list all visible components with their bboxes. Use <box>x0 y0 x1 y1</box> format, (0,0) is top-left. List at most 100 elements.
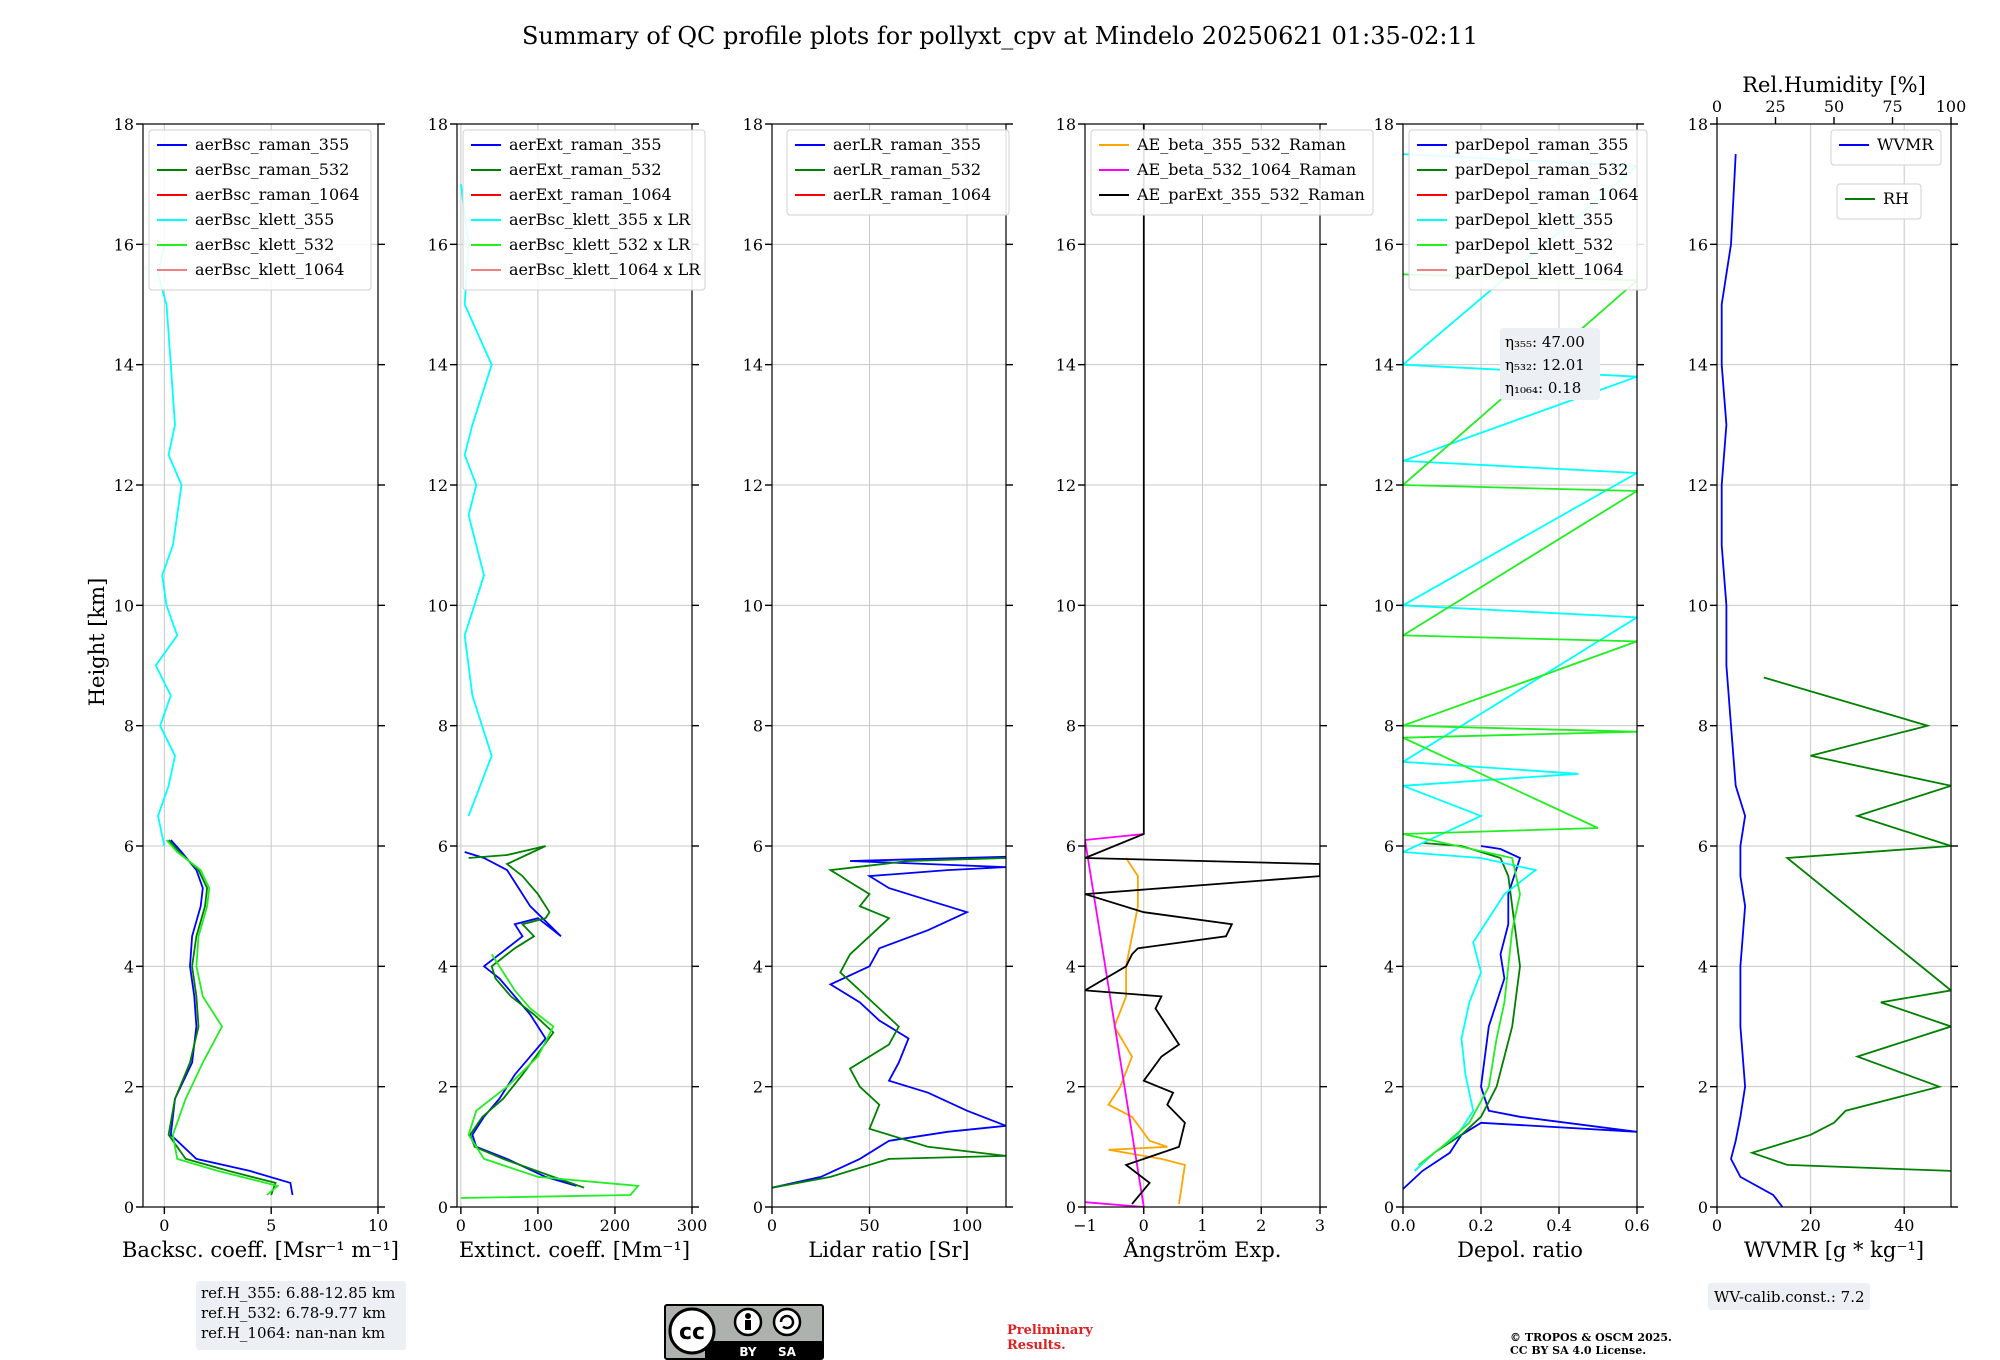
series-group <box>154 244 294 1196</box>
series-aerbsc-klett-532-x-lr <box>460 953 640 1199</box>
legend: parDepol_raman_355 parDepol_raman_532 parD… <box>1408 129 1648 291</box>
ref-heights-box: ref.H_355: 6.88-12.85 km ref.H_532: 6.78… <box>196 1281 406 1350</box>
x-tick-label: 0 <box>159 1216 169 1235</box>
legend-entry: aerBsc_klett_1064 <box>195 260 344 279</box>
series-aerlr-raman-355 <box>772 855 1006 1189</box>
series-group <box>460 184 640 1199</box>
y-tick-label: 18 <box>743 115 763 134</box>
y-tick-label: 4 <box>1384 957 1394 976</box>
y-tick-label: 8 <box>1384 717 1394 736</box>
preliminary-line-1: Preliminary <box>1007 1323 1093 1338</box>
y-tick-label: 8 <box>1066 717 1076 736</box>
legend-entry: aerLR_raman_532 <box>833 160 981 179</box>
x-tick-label: 0.2 <box>1468 1216 1493 1235</box>
y-axis-label: Height [km] <box>85 578 109 707</box>
y-tick-label: 2 <box>1698 1078 1708 1097</box>
legend-entry: AE_beta_355_532_Raman <box>1136 135 1346 154</box>
wv-calib-text: WV-calib.const.: 7.2 <box>1714 1288 1865 1306</box>
panel-2: 0 2 4 6 8 10 12 14 16 18 0 100 200 300 Extinct. coeff.… <box>428 115 708 1262</box>
y-tick-label: 18 <box>114 115 134 134</box>
series-group <box>1720 154 1951 1207</box>
y-tick-label: 10 <box>1056 596 1076 615</box>
series-ae-beta-355-532-raman <box>1107 857 1186 1205</box>
legend-entry: AE_beta_532_1064_Raman <box>1136 160 1356 179</box>
x-axis-label: Backsc. coeff. [Msr⁻¹ m⁻¹] <box>122 1238 399 1262</box>
y-tick-label: 18 <box>1688 115 1708 134</box>
y-tick-label: 12 <box>1056 476 1076 495</box>
y-tick-label: 12 <box>1374 476 1394 495</box>
y-tick-label: 6 <box>1698 837 1708 856</box>
series-pardepol-raman-355 <box>1403 845 1637 1190</box>
y-tick-label: 4 <box>1066 957 1076 976</box>
y-tick-label: 4 <box>1698 957 1708 976</box>
series-pardepol-klett-355 <box>1403 153 1637 1172</box>
y-tick-label: 14 <box>114 356 134 375</box>
x-tick-label: 20 <box>1800 1216 1820 1235</box>
y-tick-label: 6 <box>753 837 763 856</box>
series-rh <box>1749 676 1951 1172</box>
y-tick-label: 8 <box>438 717 448 736</box>
top-tick-label: 25 <box>1765 97 1785 116</box>
legend-entry: parDepol_klett_1064 <box>1455 260 1624 279</box>
legend: WVMR <box>1830 129 1942 166</box>
x-tick-label: 0 <box>767 1216 777 1235</box>
x-tick-label: 0.4 <box>1546 1216 1571 1235</box>
y-tick-label: 14 <box>1374 356 1394 375</box>
legend: aerBsc_raman_355 aerBsc_raman_532 aerBsc_r… <box>148 129 372 291</box>
x-tick-label: 100 <box>952 1216 983 1235</box>
panel-1: 0 2 4 6 8 10 12 14 16 18 0 5 10 Backsc. coeff. [Msr⁻¹… <box>114 115 399 1262</box>
x-tick-label: 40 <box>1894 1216 1914 1235</box>
y-tick-label: 18 <box>1374 115 1394 134</box>
x-tick-label: 0.6 <box>1624 1216 1649 1235</box>
legend-entry: aerBsc_klett_1064 x LR <box>509 260 701 279</box>
y-tick-label: 16 <box>743 235 763 254</box>
legend: RH <box>1836 183 1922 220</box>
x-tick-label: 1 <box>1197 1216 1207 1235</box>
top-tick-label: 0 <box>1712 97 1722 116</box>
axes-frame <box>142 123 379 1208</box>
top-tick-label: 50 <box>1824 97 1844 116</box>
series-group <box>772 855 1006 1189</box>
series-aerbsc-raman-355 <box>169 839 294 1196</box>
series-pardepol-klett-532 <box>1403 273 1637 1166</box>
panel-5: 0 2 4 6 8 10 12 14 16 18 0.0 0.2 0.4 0.6 Depol. ratio p… <box>1374 115 1650 1262</box>
y-tick-label: 16 <box>428 235 448 254</box>
series-aerext-raman-532 <box>468 845 585 1189</box>
cc-license-badge: cc BY SA <box>664 1304 824 1360</box>
y-tick-label: 14 <box>1688 356 1708 375</box>
top-tick-label: 75 <box>1882 97 1902 116</box>
series-ae-beta-532-1064-raman <box>1085 833 1145 1207</box>
legend-entry: aerExt_raman_532 <box>509 160 662 179</box>
legend-entry: parDepol_raman_1064 <box>1455 185 1639 204</box>
y-tick-label: 2 <box>753 1078 763 1097</box>
top-axis-label: Rel.Humidity [%] <box>1742 73 1926 97</box>
x-axis-label: Extinct. coeff. [Mm⁻¹] <box>459 1238 690 1262</box>
legend-entry: aerBsc_raman_532 <box>195 160 349 179</box>
y-tick-label: 18 <box>1056 115 1076 134</box>
x-tick-label: 100 <box>523 1216 554 1235</box>
y-tick-label: 6 <box>1384 837 1394 856</box>
series-group <box>1085 124 1320 1207</box>
legend-entry: WVMR <box>1877 135 1934 154</box>
x-tick-label: 200 <box>600 1216 631 1235</box>
legend-entry: RH <box>1883 189 1909 208</box>
legend: aerExt_raman_355 aerExt_raman_532 aerExt_r… <box>462 129 706 291</box>
legend-entry: parDepol_klett_532 <box>1455 235 1613 254</box>
y-tick-label: 10 <box>1688 596 1708 615</box>
eta-box: η₃₅₅: 47.00 η₅₃₂: 12.01 η₁₀₆₄: 0.18 <box>1500 328 1600 400</box>
eta-value: η₁₀₆₄: 0.18 <box>1505 379 1581 397</box>
y-tick-label: 0 <box>1066 1198 1076 1217</box>
x-tick-label: 5 <box>266 1216 276 1235</box>
y-tick-label: 2 <box>1066 1078 1076 1097</box>
share-alike-icon <box>772 1307 802 1337</box>
series-aerbsc-klett-355 <box>154 244 183 847</box>
series-group <box>1403 153 1637 1190</box>
y-tick-label: 12 <box>114 476 134 495</box>
y-tick-label: 0 <box>753 1198 763 1217</box>
y-tick-label: 4 <box>124 957 134 976</box>
y-tick-label: 8 <box>124 717 134 736</box>
series-aerbsc-klett-355-x-lr <box>460 184 493 817</box>
y-tick-label: 6 <box>1066 837 1076 856</box>
